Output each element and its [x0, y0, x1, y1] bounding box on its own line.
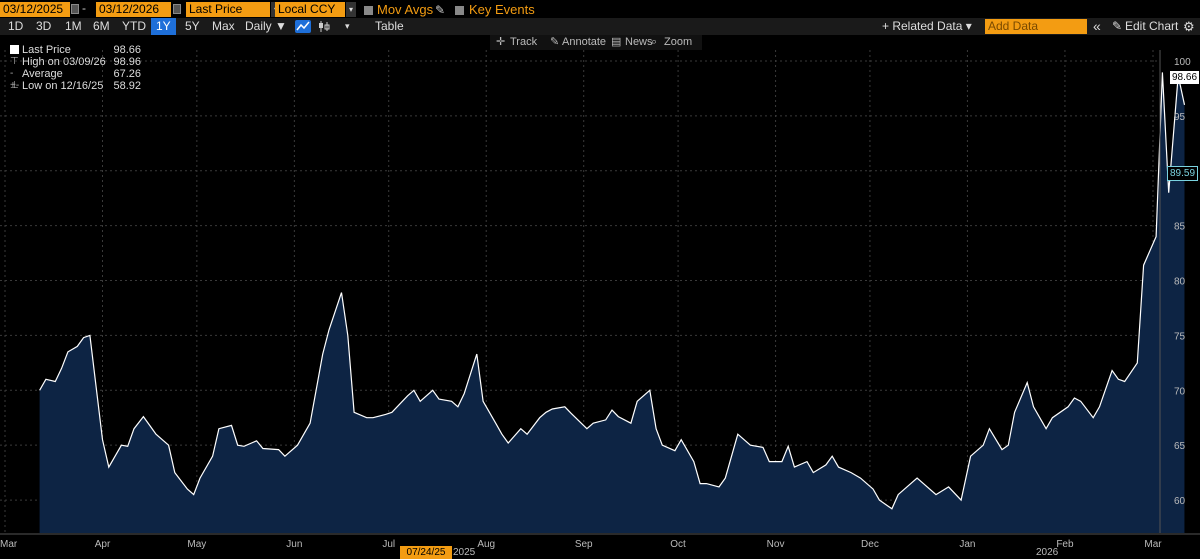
- period-1y[interactable]: 1Y: [151, 18, 176, 35]
- annotate-tool[interactable]: Annotate: [562, 36, 607, 48]
- last-price-tag: 98.66: [1170, 71, 1200, 84]
- period-1d[interactable]: 1D: [8, 19, 24, 33]
- mov-avgs-label[interactable]: Mov Avgs: [377, 2, 434, 17]
- x-tick-label: Mar: [1144, 539, 1162, 550]
- y-tick-label: 65: [1174, 441, 1186, 452]
- period-max[interactable]: Max: [212, 19, 235, 33]
- edit-chart-button[interactable]: Edit Chart: [1125, 19, 1179, 33]
- track-tool[interactable]: Track: [510, 36, 538, 48]
- x-tick-label: Jan: [959, 539, 975, 550]
- average-marker-icon: -+-: [10, 68, 20, 91]
- legend-label: Last Price: [22, 44, 71, 56]
- pencil-icon[interactable]: ✎: [1112, 19, 1123, 33]
- y-tick-label: 60: [1174, 496, 1186, 507]
- date-dash: -: [82, 1, 86, 15]
- key-events-checkbox[interactable]: [455, 6, 464, 15]
- x-tick-label: Mar: [0, 539, 18, 550]
- legend-average: -+- Average 67.26: [8, 68, 145, 91]
- frequency-select[interactable]: Daily ▼: [245, 19, 287, 33]
- news-tool[interactable]: News: [625, 36, 653, 48]
- legend-last-price: Last Price 98.66: [8, 44, 145, 56]
- series-line: [39, 72, 1186, 510]
- period-3d[interactable]: 3D: [36, 19, 52, 33]
- key-events-label[interactable]: Key Events: [469, 2, 535, 17]
- y-tick-label: 95: [1174, 112, 1186, 123]
- x-tick-label: Dec: [861, 539, 879, 550]
- zoom-tool[interactable]: Zoom: [664, 36, 693, 48]
- period-6m[interactable]: 6M: [93, 19, 110, 33]
- calendar-icon[interactable]: [71, 4, 79, 14]
- field-select[interactable]: Last Price: [186, 2, 270, 17]
- period-ytd[interactable]: YTD: [122, 19, 146, 33]
- period-toolbar: 1D 3D 1M 6M YTD 1Y 5Y Max Daily ▼ ▾ Tabl…: [0, 18, 1200, 35]
- chevron-down-icon[interactable]: ▾: [346, 2, 356, 17]
- legend-low: ⊥ Low on 12/16/25 58.92: [8, 80, 145, 92]
- y-tick-label: 100: [1174, 57, 1191, 68]
- calendar-icon[interactable]: [173, 4, 181, 14]
- x-tick-label: Nov: [767, 539, 785, 550]
- candlestick-icon[interactable]: [316, 20, 332, 33]
- legend-label: High on 03/09/26: [22, 56, 106, 68]
- track-icon[interactable]: ✛: [496, 36, 506, 48]
- x-tick-label: Feb: [1056, 539, 1074, 550]
- legend-value: 58.92: [113, 80, 141, 92]
- legend-label: Low on 12/16/25: [22, 80, 104, 92]
- x-tick-label: Jun: [286, 539, 302, 550]
- period-5y[interactable]: 5Y: [185, 19, 200, 33]
- chart-type-dropdown-icon[interactable]: ▾: [345, 21, 350, 31]
- end-date-field[interactable]: 03/12/2026: [96, 2, 171, 17]
- y-tick-label: 85: [1174, 222, 1186, 233]
- legend-value: 98.66: [113, 44, 141, 56]
- news-icon[interactable]: ▤: [611, 36, 622, 48]
- low-marker-icon: ⊥: [10, 80, 19, 91]
- related-data-button[interactable]: + Related Data ▾: [882, 19, 972, 33]
- mov-avgs-checkbox[interactable]: [364, 6, 373, 15]
- table-button[interactable]: Table: [375, 19, 404, 33]
- x-tick-label: May: [187, 539, 206, 550]
- collapse-button[interactable]: «: [1093, 18, 1101, 34]
- pencil-icon[interactable]: ✎: [435, 3, 446, 17]
- y-tick-label: 75: [1174, 331, 1186, 342]
- legend-value: 98.96: [113, 56, 141, 68]
- square-icon: [10, 45, 19, 54]
- series-area: [39, 72, 1185, 534]
- gear-icon[interactable]: ⚙: [1183, 19, 1195, 34]
- top-toolbar: 03/12/2025 - 03/12/2026 Last Price ▾ Loc…: [0, 0, 1200, 18]
- x-tick-label: Oct: [670, 539, 686, 550]
- legend-high: ⊤ High on 03/09/26 98.96: [8, 56, 145, 68]
- line-chart-icon[interactable]: [295, 20, 311, 33]
- x-tick-label: Jul: [382, 539, 395, 550]
- legend-label: Average: [22, 68, 63, 80]
- y-tick-label: 70: [1174, 386, 1186, 397]
- start-date-field[interactable]: 03/12/2025: [0, 2, 70, 17]
- reference-price-tag: 89.59: [1167, 166, 1199, 181]
- high-marker-icon: ⊤: [10, 56, 19, 67]
- crosshair-date-tag: 07/24/25: [400, 546, 452, 559]
- y-tick-label: 80: [1174, 277, 1186, 288]
- year-label-2026: 2026: [1036, 547, 1059, 558]
- legend-value: 67.26: [113, 68, 141, 80]
- year-label-2025: 2025: [453, 547, 476, 558]
- annotate-icon[interactable]: ✎: [550, 36, 560, 48]
- x-tick-label: Apr: [95, 539, 111, 550]
- x-tick-label: Sep: [575, 539, 593, 550]
- zoom-icon[interactable]: ⌕: [651, 36, 658, 48]
- add-data-input[interactable]: Add Data: [985, 19, 1087, 34]
- chart-tools-bar: ✛ Track ✎ Annotate ▤ News ⌕ Zoom: [490, 35, 702, 50]
- legend: Last Price 98.66 ⊤ High on 03/09/26 98.9…: [8, 44, 145, 92]
- x-tick-label: Aug: [477, 539, 495, 550]
- period-1m[interactable]: 1M: [65, 19, 82, 33]
- currency-select[interactable]: Local CCY: [275, 2, 345, 17]
